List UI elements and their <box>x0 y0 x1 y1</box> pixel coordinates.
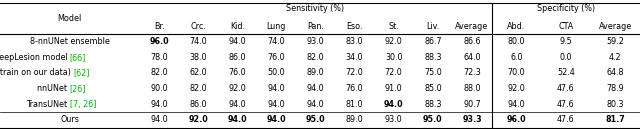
Text: 47.6: 47.6 <box>557 84 575 93</box>
Text: 93.3: 93.3 <box>462 115 482 124</box>
Text: 50.0: 50.0 <box>268 68 285 78</box>
Text: CTA: CTA <box>558 22 573 31</box>
Text: 52.4: 52.4 <box>557 68 575 78</box>
Text: DeepLesion model: DeepLesion model <box>0 53 70 62</box>
Text: 89.0: 89.0 <box>346 115 364 124</box>
Text: 86.0: 86.0 <box>189 100 207 109</box>
Text: 88.3: 88.3 <box>424 53 442 62</box>
Text: 34.0: 34.0 <box>346 53 364 62</box>
Text: 94.0: 94.0 <box>227 115 247 124</box>
Text: 74.0: 74.0 <box>268 37 285 46</box>
Text: 74.0: 74.0 <box>189 37 207 46</box>
Text: 94.0: 94.0 <box>268 84 285 93</box>
Text: 59.2: 59.2 <box>606 37 624 46</box>
Text: 94.0: 94.0 <box>384 100 404 109</box>
Text: 96.0: 96.0 <box>506 115 526 124</box>
Text: Abd.: Abd. <box>507 22 525 31</box>
Text: 93.0: 93.0 <box>307 37 324 46</box>
Text: 86.6: 86.6 <box>463 37 481 46</box>
Text: 96.0: 96.0 <box>149 37 169 46</box>
Text: 8-nnUNet ensemble: 8-nnUNet ensemble <box>30 37 109 46</box>
Text: 94.0: 94.0 <box>228 100 246 109</box>
Text: 38.0: 38.0 <box>189 53 207 62</box>
Text: 92.0: 92.0 <box>385 37 403 46</box>
Text: 80.3: 80.3 <box>607 100 624 109</box>
Text: 72.0: 72.0 <box>346 68 364 78</box>
Text: 62.0: 62.0 <box>189 68 207 78</box>
Text: LENS (train on our data): LENS (train on our data) <box>0 68 73 78</box>
Text: 92.0: 92.0 <box>188 115 208 124</box>
Text: 90.0: 90.0 <box>150 84 168 93</box>
Text: Average: Average <box>455 22 488 31</box>
Text: 81.0: 81.0 <box>346 100 364 109</box>
Text: Lung: Lung <box>267 22 286 31</box>
Text: 94.0: 94.0 <box>150 100 168 109</box>
Text: 0.0: 0.0 <box>559 53 572 62</box>
Text: 9.5: 9.5 <box>559 37 572 46</box>
Text: 85.0: 85.0 <box>424 84 442 93</box>
Text: [7, 26]: [7, 26] <box>70 100 96 109</box>
Text: 81.7: 81.7 <box>605 115 625 124</box>
Text: 76.0: 76.0 <box>268 53 285 62</box>
Text: 30.0: 30.0 <box>385 53 403 62</box>
Text: St.: St. <box>388 22 399 31</box>
Text: 80.0: 80.0 <box>508 37 525 46</box>
Text: Average: Average <box>598 22 632 31</box>
Text: 94.0: 94.0 <box>307 84 324 93</box>
Text: 47.6: 47.6 <box>557 100 575 109</box>
Text: Br.: Br. <box>154 22 164 31</box>
Text: Ours: Ours <box>60 115 79 124</box>
Text: 82.0: 82.0 <box>150 68 168 78</box>
Text: Model: Model <box>58 14 82 23</box>
Text: Eso.: Eso. <box>346 22 363 31</box>
Text: 47.6: 47.6 <box>557 115 575 124</box>
Text: TransUNet: TransUNet <box>26 100 70 109</box>
Text: 4.2: 4.2 <box>609 53 621 62</box>
Text: 94.0: 94.0 <box>268 100 285 109</box>
Text: 92.0: 92.0 <box>228 84 246 93</box>
Text: 6.0: 6.0 <box>510 53 522 62</box>
Text: 70.0: 70.0 <box>508 68 525 78</box>
Text: 93.0: 93.0 <box>385 115 403 124</box>
Text: 90.7: 90.7 <box>463 100 481 109</box>
Text: 76.0: 76.0 <box>228 68 246 78</box>
Text: Crc.: Crc. <box>190 22 206 31</box>
Text: 88.3: 88.3 <box>424 100 442 109</box>
Text: Pan.: Pan. <box>307 22 324 31</box>
Text: 94.0: 94.0 <box>267 115 286 124</box>
Text: 86.0: 86.0 <box>228 53 246 62</box>
Text: 94.0: 94.0 <box>228 37 246 46</box>
Text: 82.0: 82.0 <box>189 84 207 93</box>
Text: Liv.: Liv. <box>426 22 440 31</box>
Text: 83.0: 83.0 <box>346 37 364 46</box>
Text: 95.0: 95.0 <box>423 115 443 124</box>
Text: 75.0: 75.0 <box>424 68 442 78</box>
Text: 76.0: 76.0 <box>346 84 364 93</box>
Text: Sensitivity (%): Sensitivity (%) <box>287 4 344 13</box>
Text: [66]: [66] <box>70 53 86 62</box>
Text: 78.9: 78.9 <box>606 84 624 93</box>
Text: 64.8: 64.8 <box>607 68 624 78</box>
Text: Kid.: Kid. <box>230 22 244 31</box>
Text: [62]: [62] <box>73 68 90 78</box>
Text: 95.0: 95.0 <box>306 115 325 124</box>
Text: 92.0: 92.0 <box>508 84 525 93</box>
Text: 72.0: 72.0 <box>385 68 403 78</box>
Text: Specificity (%): Specificity (%) <box>537 4 595 13</box>
Text: 72.3: 72.3 <box>463 68 481 78</box>
Text: [26]: [26] <box>70 84 86 93</box>
Text: 86.7: 86.7 <box>424 37 442 46</box>
Text: 64.0: 64.0 <box>463 53 481 62</box>
Text: 82.0: 82.0 <box>307 53 324 62</box>
Text: 78.0: 78.0 <box>150 53 168 62</box>
Text: nnUNet: nnUNet <box>37 84 70 93</box>
Text: 94.0: 94.0 <box>508 100 525 109</box>
Text: 89.0: 89.0 <box>307 68 324 78</box>
Text: 88.0: 88.0 <box>463 84 481 93</box>
Text: 94.0: 94.0 <box>307 100 324 109</box>
Text: 94.0: 94.0 <box>150 115 168 124</box>
Text: 91.0: 91.0 <box>385 84 403 93</box>
